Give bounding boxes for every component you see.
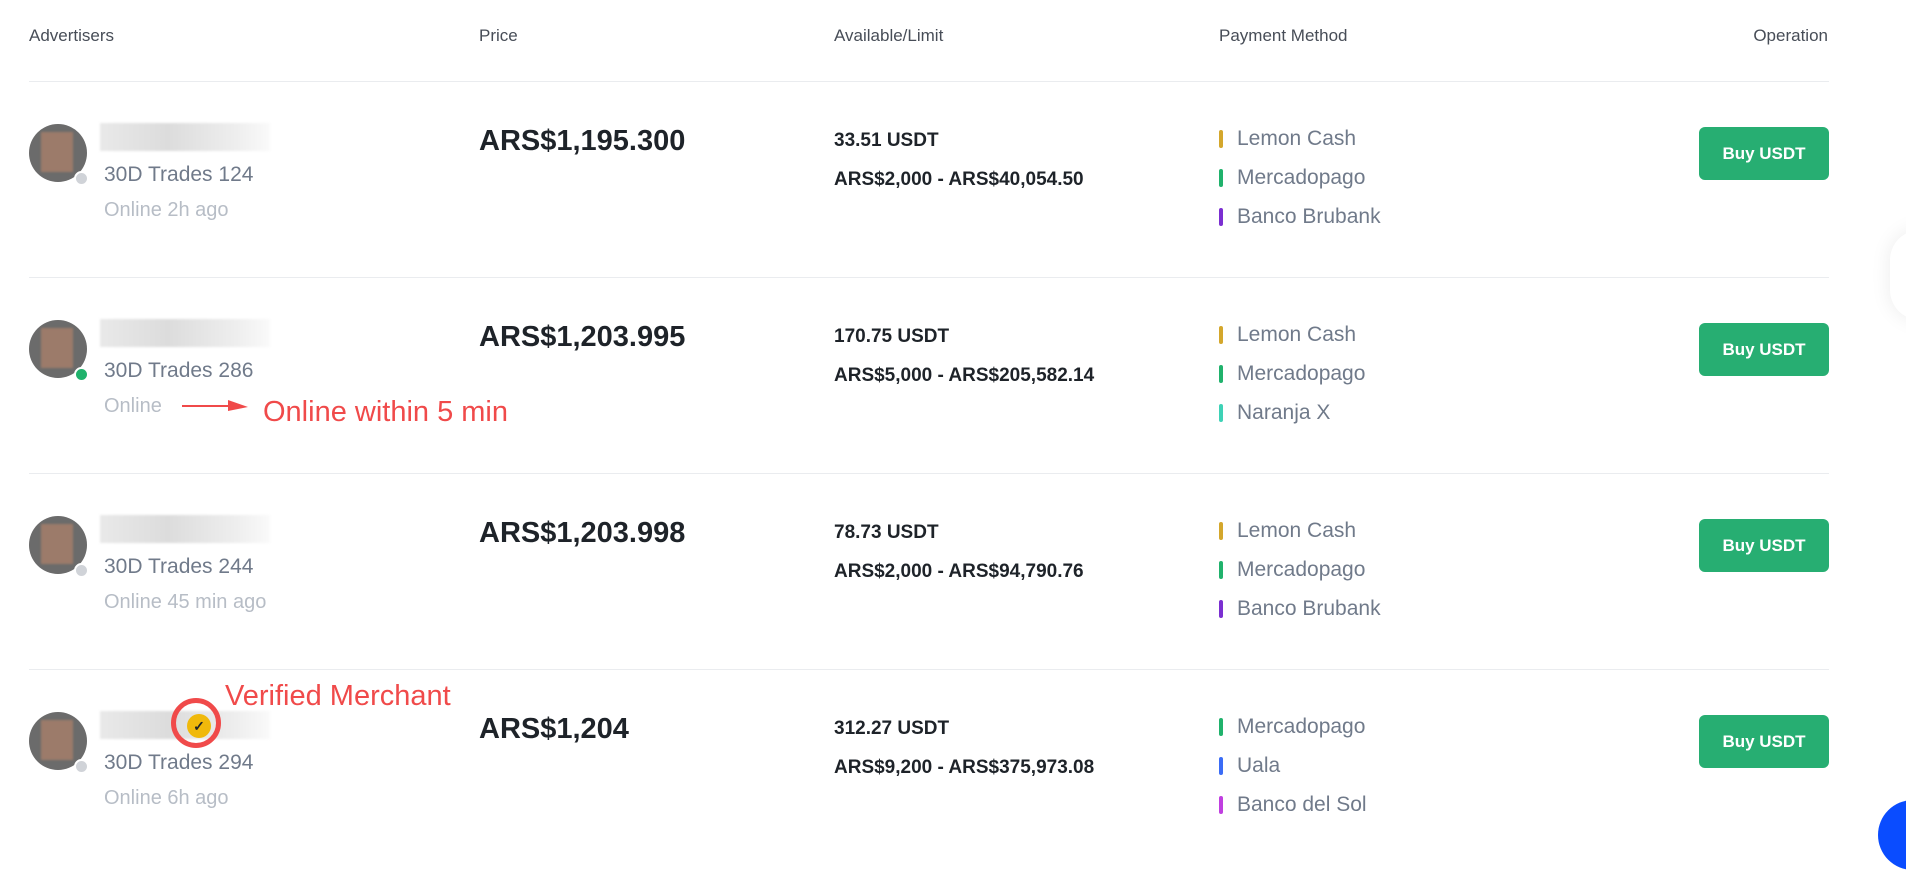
trades-count: 30D Trades 244 [104, 555, 254, 578]
price: ARS$1,203.995 [479, 321, 686, 353]
available-amount: 170.75 USDT [834, 326, 950, 347]
payment-method-label: Lemon Cash [1237, 127, 1357, 150]
payment-method-label: Lemon Cash [1237, 519, 1357, 542]
payment-method: Lemon Cash [1219, 323, 1356, 347]
trades-count: 30D Trades 294 [104, 751, 254, 774]
trades-count: 30D Trades 286 [104, 359, 254, 382]
available-amount: 33.51 USDT [834, 130, 939, 151]
price: ARS$1,195.300 [479, 125, 686, 157]
available-amount: 78.73 USDT [834, 522, 939, 543]
online-status: Online 6h ago [104, 787, 229, 809]
payment-color-bar [1219, 169, 1223, 187]
advertiser-name-blurred[interactable] [100, 515, 270, 543]
payment-method: Banco Brubank [1219, 597, 1381, 621]
limit-range: ARS$9,200 - ARS$375,973.08 [834, 757, 1095, 778]
payment-method: Lemon Cash [1219, 127, 1356, 151]
payment-method-label: Uala [1237, 754, 1281, 777]
column-price: Price [479, 26, 518, 45]
payment-color-bar [1219, 522, 1223, 540]
buy-usdt-button[interactable]: Buy USDT [1699, 127, 1829, 180]
payment-method: Mercadopago [1219, 715, 1365, 739]
table-row: 30D Trades 124 Online 2h ago ARS$1,195.3… [0, 81, 1906, 277]
payment-method-label: Mercadopago [1237, 166, 1366, 189]
payment-color-bar [1219, 326, 1223, 344]
table-row: 30D Trades 244 Online 45 min ago ARS$1,2… [0, 473, 1906, 669]
verified-merchant-annotation: Verified Merchant [225, 680, 451, 712]
divider [29, 669, 1829, 670]
online-status: Online 45 min ago [104, 591, 267, 613]
payment-method-label: Lemon Cash [1237, 323, 1357, 346]
avatar[interactable] [29, 124, 87, 182]
online-status: Online 2h ago [104, 199, 229, 221]
payment-method: Banco del Sol [1219, 793, 1367, 817]
payment-color-bar [1219, 365, 1223, 383]
payment-method-label: Banco del Sol [1237, 793, 1367, 816]
payment-color-bar [1219, 130, 1223, 148]
payment-method-label: Banco Brubank [1237, 205, 1381, 228]
divider [29, 473, 1829, 474]
highlight-circle [171, 698, 221, 748]
table-row: 30D Trades 294 Online 6h ago ARS$1,204 3… [0, 669, 1906, 865]
trades-count: 30D Trades 124 [104, 163, 254, 186]
price: ARS$1,203.998 [479, 517, 686, 549]
payment-method-label: Banco Brubank [1237, 597, 1381, 620]
side-floating-panel[interactable] [1890, 230, 1906, 320]
online-status-dot [74, 759, 89, 774]
limit-range: ARS$2,000 - ARS$40,054.50 [834, 169, 1084, 190]
payment-color-bar [1219, 796, 1223, 814]
buy-usdt-button[interactable]: Buy USDT [1699, 715, 1829, 768]
limit-range: ARS$5,000 - ARS$205,582.14 [834, 365, 1095, 386]
payment-method-label: Mercadopago [1237, 558, 1366, 581]
online-status-dot [74, 367, 89, 382]
online-status: Online [104, 395, 162, 417]
payment-color-bar [1219, 404, 1223, 422]
payment-color-bar [1219, 600, 1223, 618]
arrow-annotation-icon [182, 400, 248, 411]
buy-usdt-button[interactable]: Buy USDT [1699, 519, 1829, 572]
buy-usdt-button[interactable]: Buy USDT [1699, 323, 1829, 376]
payment-method-label: Naranja X [1237, 401, 1331, 424]
payment-method: Naranja X [1219, 401, 1330, 425]
payment-method-label: Mercadopago [1237, 362, 1366, 385]
divider [29, 81, 1829, 82]
column-operation: Operation [1753, 26, 1828, 45]
column-available-limit: Available/Limit [834, 26, 944, 45]
payment-color-bar [1219, 561, 1223, 579]
payment-method: Lemon Cash [1219, 519, 1356, 543]
available-amount: 312.27 USDT [834, 718, 950, 739]
column-payment-method: Payment Method [1219, 26, 1348, 45]
payment-color-bar [1219, 208, 1223, 226]
divider [29, 277, 1829, 278]
table-row: 30D Trades 286 Online ARS$1,203.995 170.… [0, 277, 1906, 473]
verified-merchant-badge-icon: ✓ [187, 714, 211, 738]
payment-method: Mercadopago [1219, 166, 1365, 190]
payment-method: Mercadopago [1219, 558, 1365, 582]
payment-method: Mercadopago [1219, 362, 1365, 386]
payment-color-bar [1219, 757, 1223, 775]
online-status-dot [74, 171, 89, 186]
payment-method: Banco Brubank [1219, 205, 1381, 229]
advertiser-name-blurred[interactable] [100, 123, 270, 151]
online-status-dot [74, 563, 89, 578]
online-annotation: Online within 5 min [263, 396, 508, 428]
price: ARS$1,204 [479, 713, 629, 745]
limit-range: ARS$2,000 - ARS$94,790.76 [834, 561, 1084, 582]
payment-method-label: Mercadopago [1237, 715, 1366, 738]
column-advertisers: Advertisers [29, 26, 115, 45]
payment-method: Uala [1219, 754, 1280, 778]
payment-color-bar [1219, 718, 1223, 736]
advertiser-name-blurred[interactable] [100, 319, 270, 347]
